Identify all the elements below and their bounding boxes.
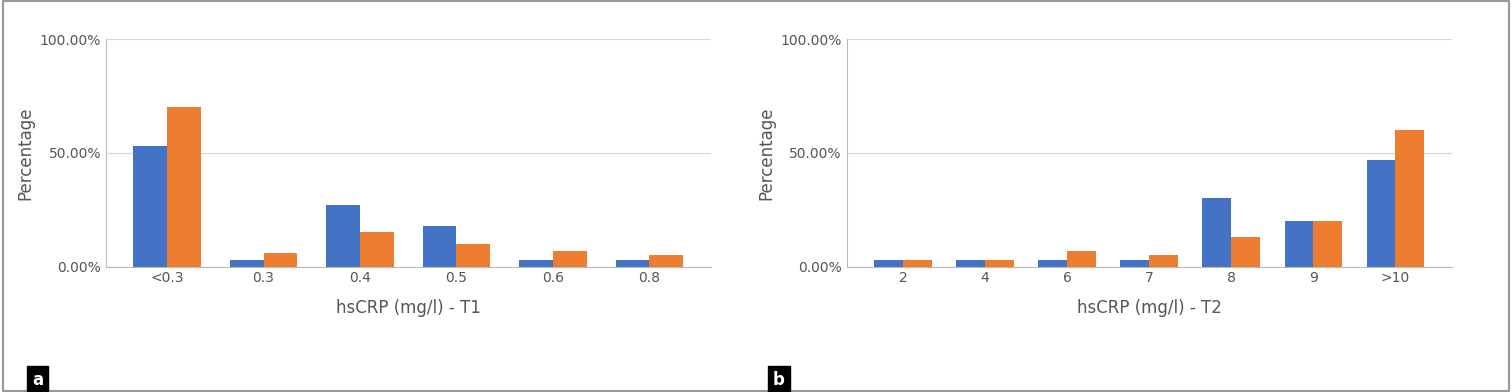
Bar [230, 260, 263, 267]
Bar [423, 226, 457, 267]
Bar [1039, 260, 1067, 267]
Bar [327, 205, 360, 267]
Bar [133, 146, 168, 267]
Bar [1231, 237, 1259, 267]
X-axis label: hsCRP (mg/l) - T2: hsCRP (mg/l) - T2 [1077, 299, 1222, 317]
Bar [168, 107, 201, 267]
Y-axis label: Percentage: Percentage [758, 106, 776, 200]
X-axis label: hsCRP (mg/l) - T1: hsCRP (mg/l) - T1 [336, 299, 481, 317]
Bar [956, 260, 984, 267]
Bar [903, 260, 931, 267]
Bar [615, 260, 649, 267]
Bar [1314, 221, 1343, 267]
Bar [553, 250, 587, 267]
Bar [263, 253, 298, 267]
Bar [1202, 198, 1231, 267]
Bar [519, 260, 553, 267]
Bar [649, 255, 683, 267]
Bar [874, 260, 903, 267]
Bar [1367, 160, 1396, 267]
Text: a: a [32, 371, 44, 389]
Bar [1396, 130, 1424, 267]
Text: b: b [773, 371, 785, 389]
Bar [457, 244, 490, 267]
Y-axis label: Percentage: Percentage [17, 106, 35, 200]
Bar [360, 232, 393, 267]
Bar [984, 260, 1013, 267]
Bar [1149, 255, 1178, 267]
Bar [1285, 221, 1314, 267]
Bar [1067, 250, 1096, 267]
Bar [1120, 260, 1149, 267]
